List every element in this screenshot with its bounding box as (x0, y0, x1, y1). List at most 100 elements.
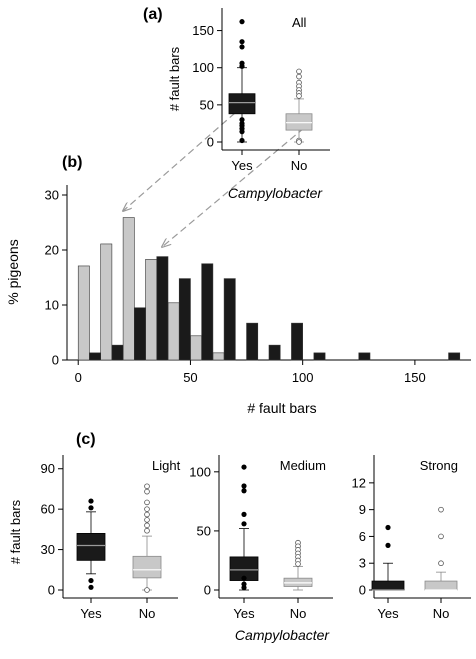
outlier-point (144, 499, 150, 506)
outlier-point (241, 585, 247, 591)
y-tick-label: 100 (192, 60, 214, 75)
outlier-point (438, 533, 444, 540)
y-tick-label: 20 (45, 243, 59, 258)
panel-c3: 0 3 6 9 12 Yes No Strong (352, 455, 471, 621)
x-tick-label: Yes (377, 606, 399, 621)
histogram-bar (145, 259, 158, 361)
outlier-point (241, 464, 247, 470)
outlier-point (241, 488, 247, 494)
box-iqr (424, 580, 458, 591)
histogram-bar (313, 352, 326, 361)
outlier-point (239, 129, 245, 135)
histogram-bar (111, 344, 124, 361)
box-yes (228, 19, 256, 144)
x-tick-label: No (290, 606, 307, 621)
outlier-point (438, 506, 444, 513)
corner-label: Light (152, 458, 181, 473)
y-tick-label: 60 (41, 502, 55, 517)
histogram-bar (246, 322, 259, 361)
histogram-bar (291, 322, 303, 361)
histogram-bar (212, 352, 225, 361)
outlier-point (144, 522, 150, 529)
box-iqr (228, 93, 256, 115)
outlier-point (88, 498, 94, 504)
x-tick-label: 150 (404, 370, 426, 385)
x-axis-title: Campylobacter (235, 627, 330, 643)
panel-label: (c) (76, 431, 96, 448)
panel-label: (a) (143, 6, 163, 23)
panel-c2: 0 50 100 Yes No Medium Campylobacter (189, 455, 333, 643)
outlier-point (296, 93, 302, 99)
outlier-point (296, 68, 302, 75)
connector-arrows (123, 112, 305, 247)
x-axis-title: Campylobacter (228, 185, 323, 201)
outlier-point (239, 39, 245, 45)
corner-label: Medium (280, 458, 326, 473)
histogram-bar (134, 307, 146, 361)
outlier-point (438, 560, 444, 567)
box-no (132, 483, 162, 593)
y-tick-label: 50 (200, 97, 214, 112)
outlier-point (239, 137, 245, 144)
connector-arrow (123, 112, 236, 211)
x-tick-label: No (291, 158, 308, 173)
box-no (283, 539, 313, 591)
y-tick-label: 12 (352, 475, 366, 490)
outlier-point (88, 505, 94, 511)
outlier-point (241, 511, 247, 517)
x-tick-label: No (139, 606, 156, 621)
outlier-point (144, 587, 150, 593)
x-axis-title: # fault bars (247, 400, 316, 416)
y-tick-label: 0 (48, 583, 55, 598)
outlier-point (88, 584, 94, 590)
histogram-bar (223, 278, 236, 361)
x-tick-label: 50 (183, 370, 197, 385)
outlier-point (241, 483, 247, 489)
outlier-point (296, 73, 302, 80)
histogram-bar (190, 335, 202, 361)
outlier-point (144, 506, 150, 512)
histogram-bar (448, 352, 461, 361)
outlier-point (88, 577, 94, 584)
y-tick-label: 50 (197, 523, 211, 538)
y-tick-label: 0 (359, 583, 366, 598)
y-tick-label: 10 (45, 298, 59, 313)
box-yes (76, 498, 106, 590)
histogram-bar (156, 256, 169, 361)
histogram-bar (77, 265, 90, 361)
histogram-bar (100, 243, 113, 361)
outlier-point (241, 575, 247, 581)
outlier-point (239, 44, 245, 50)
box-no (285, 68, 313, 145)
outlier-point (296, 139, 302, 145)
corner-label: Strong (420, 458, 458, 473)
box-no (424, 506, 458, 591)
outlier-point (385, 524, 391, 531)
outlier-point (295, 561, 301, 567)
outlier-point (239, 19, 245, 25)
outlier-point (239, 63, 245, 69)
outlier-point (144, 527, 150, 534)
panel-a: 0 50 100 150 Yes No (a) All Campylobacter # fault… (143, 6, 330, 201)
y-tick-label: 0 (204, 583, 211, 598)
histogram-bar (178, 278, 191, 361)
box-iqr (76, 533, 106, 561)
histogram-bar (268, 344, 281, 361)
y-axis-title: # fault bars (167, 46, 182, 111)
outlier-point (144, 488, 150, 495)
panel-b: 0 10 20 30 0 50 100 150 (b) # fault bars % pigeons (5, 154, 471, 416)
y-axis-title: % pigeons (5, 239, 21, 304)
box-iqr (132, 555, 162, 579)
panel-c1: 0 30 60 90 Yes No (c) Light # fault bars (8, 431, 181, 621)
y-tick-label: 3 (359, 556, 366, 571)
x-tick-label: 0 (75, 370, 82, 385)
y-tick-label: 90 (41, 461, 55, 476)
y-axis-title: # fault bars (8, 499, 23, 564)
histogram-bar (167, 302, 180, 361)
y-tick-label: 9 (359, 502, 366, 517)
x-tick-label: Yes (233, 606, 255, 621)
outlier-point (144, 483, 150, 490)
x-tick-label: 100 (292, 370, 314, 385)
histogram-bar (89, 352, 101, 361)
